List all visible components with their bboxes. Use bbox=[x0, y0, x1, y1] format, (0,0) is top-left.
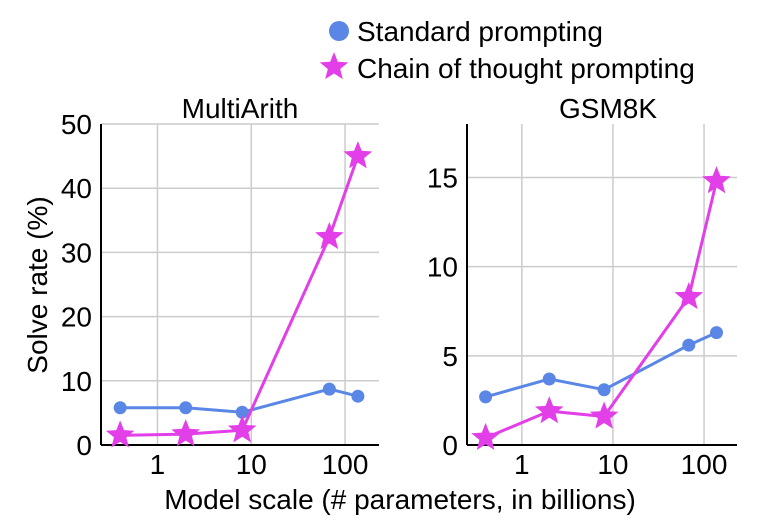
data-point-standard bbox=[542, 372, 556, 386]
data-point-cot bbox=[171, 419, 200, 447]
data-point-standard bbox=[597, 383, 611, 397]
y-tick-label: 15 bbox=[427, 163, 458, 194]
x-axis-label: Model scale (# parameters, in billions) bbox=[164, 484, 636, 515]
panel-title-gsm8k: GSM8K bbox=[559, 93, 657, 124]
y-tick-label: 10 bbox=[61, 366, 92, 397]
data-point-cot bbox=[227, 415, 257, 443]
y-tick-label: 50 bbox=[61, 109, 92, 140]
data-point-cot bbox=[674, 282, 704, 310]
legend: Standard prompting Chain of thought prom… bbox=[319, 16, 695, 84]
data-point-cot bbox=[343, 141, 373, 169]
panel-multiarith: MultiArith 0 10 20 30 40 50 1 10 100 bbox=[61, 93, 379, 480]
legend-cot-label: Chain of thought prompting bbox=[357, 53, 695, 84]
plot-multiarith: 0 10 20 30 40 50 1 10 100 bbox=[61, 109, 379, 480]
y-tick-label: 10 bbox=[427, 252, 458, 283]
x-tick-label: 1 bbox=[514, 449, 530, 480]
data-point-standard bbox=[179, 401, 193, 415]
panel-gsm8k: GSM8K 0 5 10 15 1 10 100 bbox=[427, 93, 737, 480]
x-tick-label: 10 bbox=[597, 449, 628, 480]
series-line-cot bbox=[485, 180, 718, 440]
panel-title-multiarith: MultiArith bbox=[182, 93, 299, 124]
y-tick-label: 5 bbox=[442, 341, 458, 372]
data-point-standard bbox=[710, 326, 724, 340]
x-tick-label: 1 bbox=[150, 449, 166, 480]
y-tick-label: 0 bbox=[76, 430, 92, 461]
data-point-cot bbox=[535, 396, 564, 424]
series-line-cot bbox=[120, 155, 360, 437]
x-tick-label: 100 bbox=[681, 449, 728, 480]
y-tick-label: 40 bbox=[61, 173, 92, 204]
data-point-standard bbox=[682, 338, 696, 352]
y-axis-label: Solve rate (%) bbox=[22, 196, 53, 373]
data-point-cot bbox=[105, 420, 135, 448]
data-point-cot bbox=[702, 166, 731, 194]
data-point-cot bbox=[315, 222, 344, 250]
data-point-standard bbox=[322, 382, 336, 396]
data-point-cot bbox=[589, 401, 619, 429]
data-point-cot bbox=[471, 422, 500, 450]
x-tick-label: 100 bbox=[322, 449, 369, 480]
x-tick-label: 10 bbox=[236, 449, 267, 480]
data-point-standard bbox=[235, 405, 249, 419]
legend-cot-marker bbox=[319, 52, 349, 80]
legend-standard-label: Standard prompting bbox=[357, 16, 603, 47]
y-tick-label: 0 bbox=[442, 430, 458, 461]
y-tick-label: 20 bbox=[61, 302, 92, 333]
data-point-standard bbox=[113, 401, 127, 415]
y-tick-label: 30 bbox=[61, 237, 92, 268]
legend-standard-marker bbox=[329, 21, 349, 41]
data-point-standard bbox=[479, 390, 493, 404]
plot-gsm8k: 0 5 10 15 1 10 100 bbox=[427, 124, 737, 480]
data-point-standard bbox=[351, 389, 365, 403]
